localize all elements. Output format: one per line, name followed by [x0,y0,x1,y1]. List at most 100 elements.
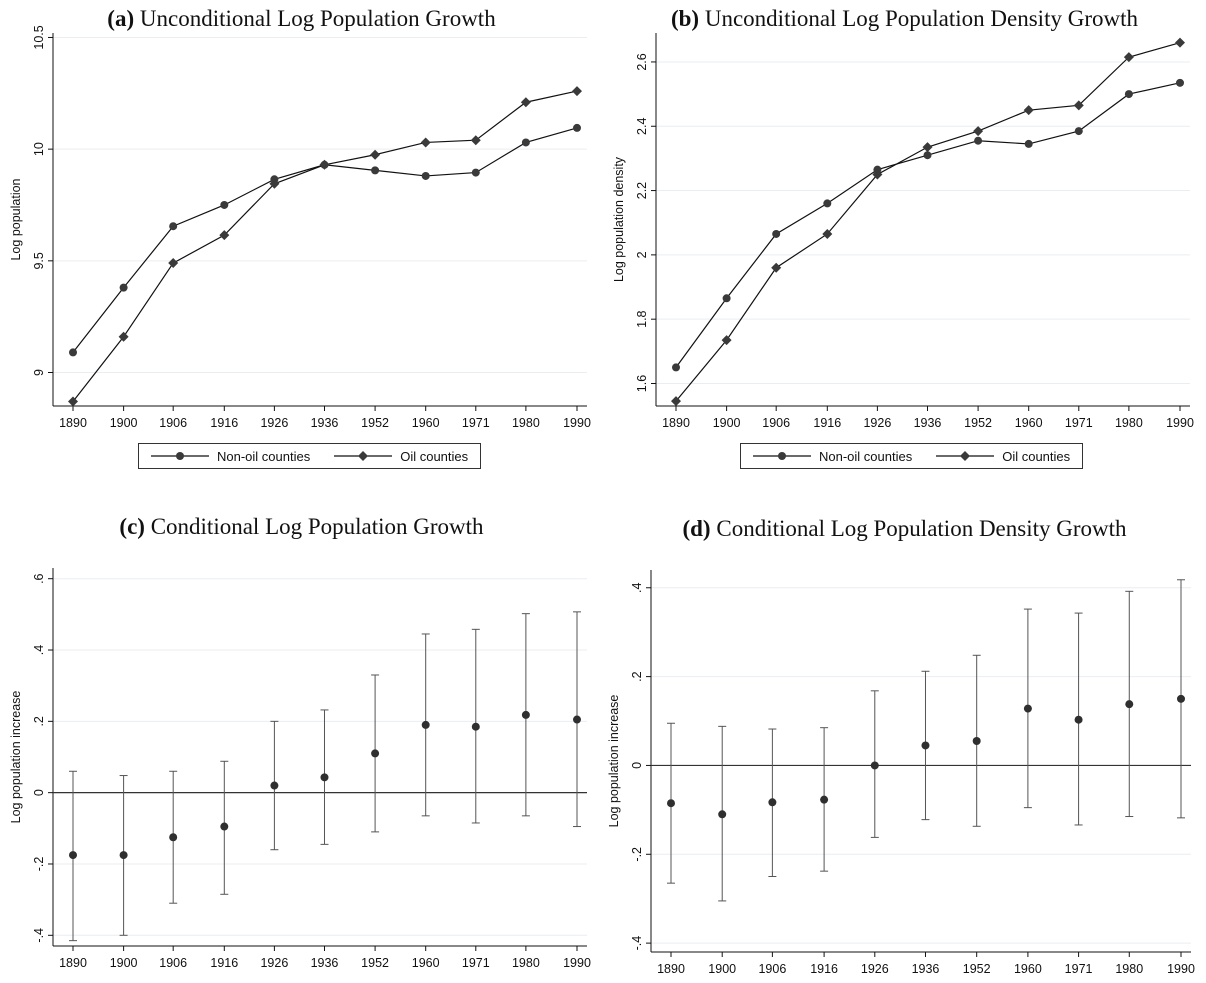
data-point [470,135,481,146]
circle-marker-icon [753,452,811,460]
x-tick-label: 1890 [657,962,685,976]
x-tick-label: 1916 [210,416,238,430]
data-point [672,363,680,372]
data-point [371,166,380,175]
data-point [1177,694,1185,703]
data-point [370,149,381,160]
x-tick-label: 1990 [563,956,591,970]
data-point [820,795,829,804]
y-tick-label: -.2 [32,857,46,872]
data-point [771,262,782,273]
legend: Non-oil counties Oil counties [740,443,1084,469]
y-tick-label: 9.5 [32,252,46,269]
panel-title-text: Unconditional Log Population Growth [139,6,496,31]
x-tick-label: 1960 [412,416,440,430]
x-tick-label: 1936 [311,956,339,970]
x-tick-label: 1980 [1115,416,1143,430]
diamond-marker-icon [334,451,393,461]
data-point [1024,139,1033,148]
data-point [69,348,77,357]
data-point [922,142,933,153]
y-tick-label: 2.4 [635,118,649,135]
legend-label: Oil counties [400,448,469,464]
x-tick-label: 1916 [810,962,838,976]
data-point [974,136,983,145]
legend-label: Non-oil counties [217,448,311,464]
y-tick-label: .6 [32,573,46,583]
data-point [822,228,833,239]
y-tick-label: 2.2 [635,182,649,199]
data-point [521,710,530,719]
panel-title-text: Conditional Log Population Growth [150,514,484,539]
x-tick-label: 1936 [914,416,942,430]
x-tick-label: 1960 [1014,962,1042,976]
data-point [421,171,430,180]
x-tick-label: 1890 [59,416,87,430]
data-point [872,169,883,180]
panel-c: (c) Conditional Log Population Growth -.… [0,490,603,983]
x-tick-label: 1906 [758,962,786,976]
chart-b-svg: 1.6 1.8 2 2.2 2.4 2.6 1890 1900 1906 1916 1926 1936… [612,33,1194,430]
x-tick-label: 1980 [512,416,540,430]
data-point [772,229,781,238]
x-tick-label: 1936 [912,962,940,976]
y-tick-label: -.4 [630,936,644,951]
y-tick-label: 1.6 [635,375,649,392]
y-tick-label: -.2 [630,847,644,862]
data-point [1125,700,1134,709]
y-tick-label: 0 [32,789,46,796]
data-point [270,781,279,790]
data-point [420,137,431,148]
panel-label: (a) [107,6,135,31]
chart-title: (a) Unconditional Log Population Growth [0,6,603,32]
data-point [119,283,128,292]
y-axis-label: Log population increase [607,695,621,828]
data-point [520,97,531,108]
x-tick-label: 1990 [1167,962,1195,976]
y-tick-label: 2.6 [635,53,649,70]
data-point [220,822,229,831]
panel-a: (a) Unconditional Log Population Growth … [0,0,603,490]
chart-title: (b) Unconditional Log Population Density… [603,6,1206,32]
data-point [923,151,932,160]
data-point [269,178,280,189]
data-point [1074,715,1083,724]
data-point [169,222,178,231]
legend-item-non-oil: Non-oil counties [151,449,310,464]
series-line [72,90,578,402]
data-point [220,200,229,209]
y-tick-label: 10.5 [32,25,46,49]
y-tick-label: 9 [32,369,46,376]
data-point [471,722,480,731]
x-tick-label: 1926 [863,416,891,430]
circle-marker-icon [151,452,209,460]
data-point [471,168,480,177]
data-point [1023,704,1032,713]
data-point [521,138,530,147]
data-point [721,335,732,346]
data-point [421,720,430,729]
data-point [371,749,380,758]
x-tick-label: 1980 [1115,962,1143,976]
y-tick-label: .2 [32,716,46,726]
panel-d: (d) Conditional Log Population Density G… [603,490,1206,983]
series-line [675,82,1181,368]
legend-item-oil: Oil counties [936,449,1070,464]
data-point [119,851,128,860]
x-tick-label: 1960 [412,956,440,970]
x-tick-label: 1960 [1015,416,1043,430]
panel-label: (c) [119,514,145,539]
data-point [1023,105,1034,116]
data-point [68,396,78,407]
data-point [973,126,984,137]
data-point [573,715,581,724]
diamond-marker-icon [936,451,995,461]
y-tick-label: 10 [32,142,46,156]
x-tick-label: 1926 [861,962,889,976]
x-tick-label: 1971 [462,956,490,970]
data-point [1073,100,1084,111]
x-tick-label: 1906 [762,416,790,430]
x-tick-label: 1990 [1166,416,1194,430]
series-line [675,42,1181,402]
x-tick-label: 1926 [260,416,288,430]
